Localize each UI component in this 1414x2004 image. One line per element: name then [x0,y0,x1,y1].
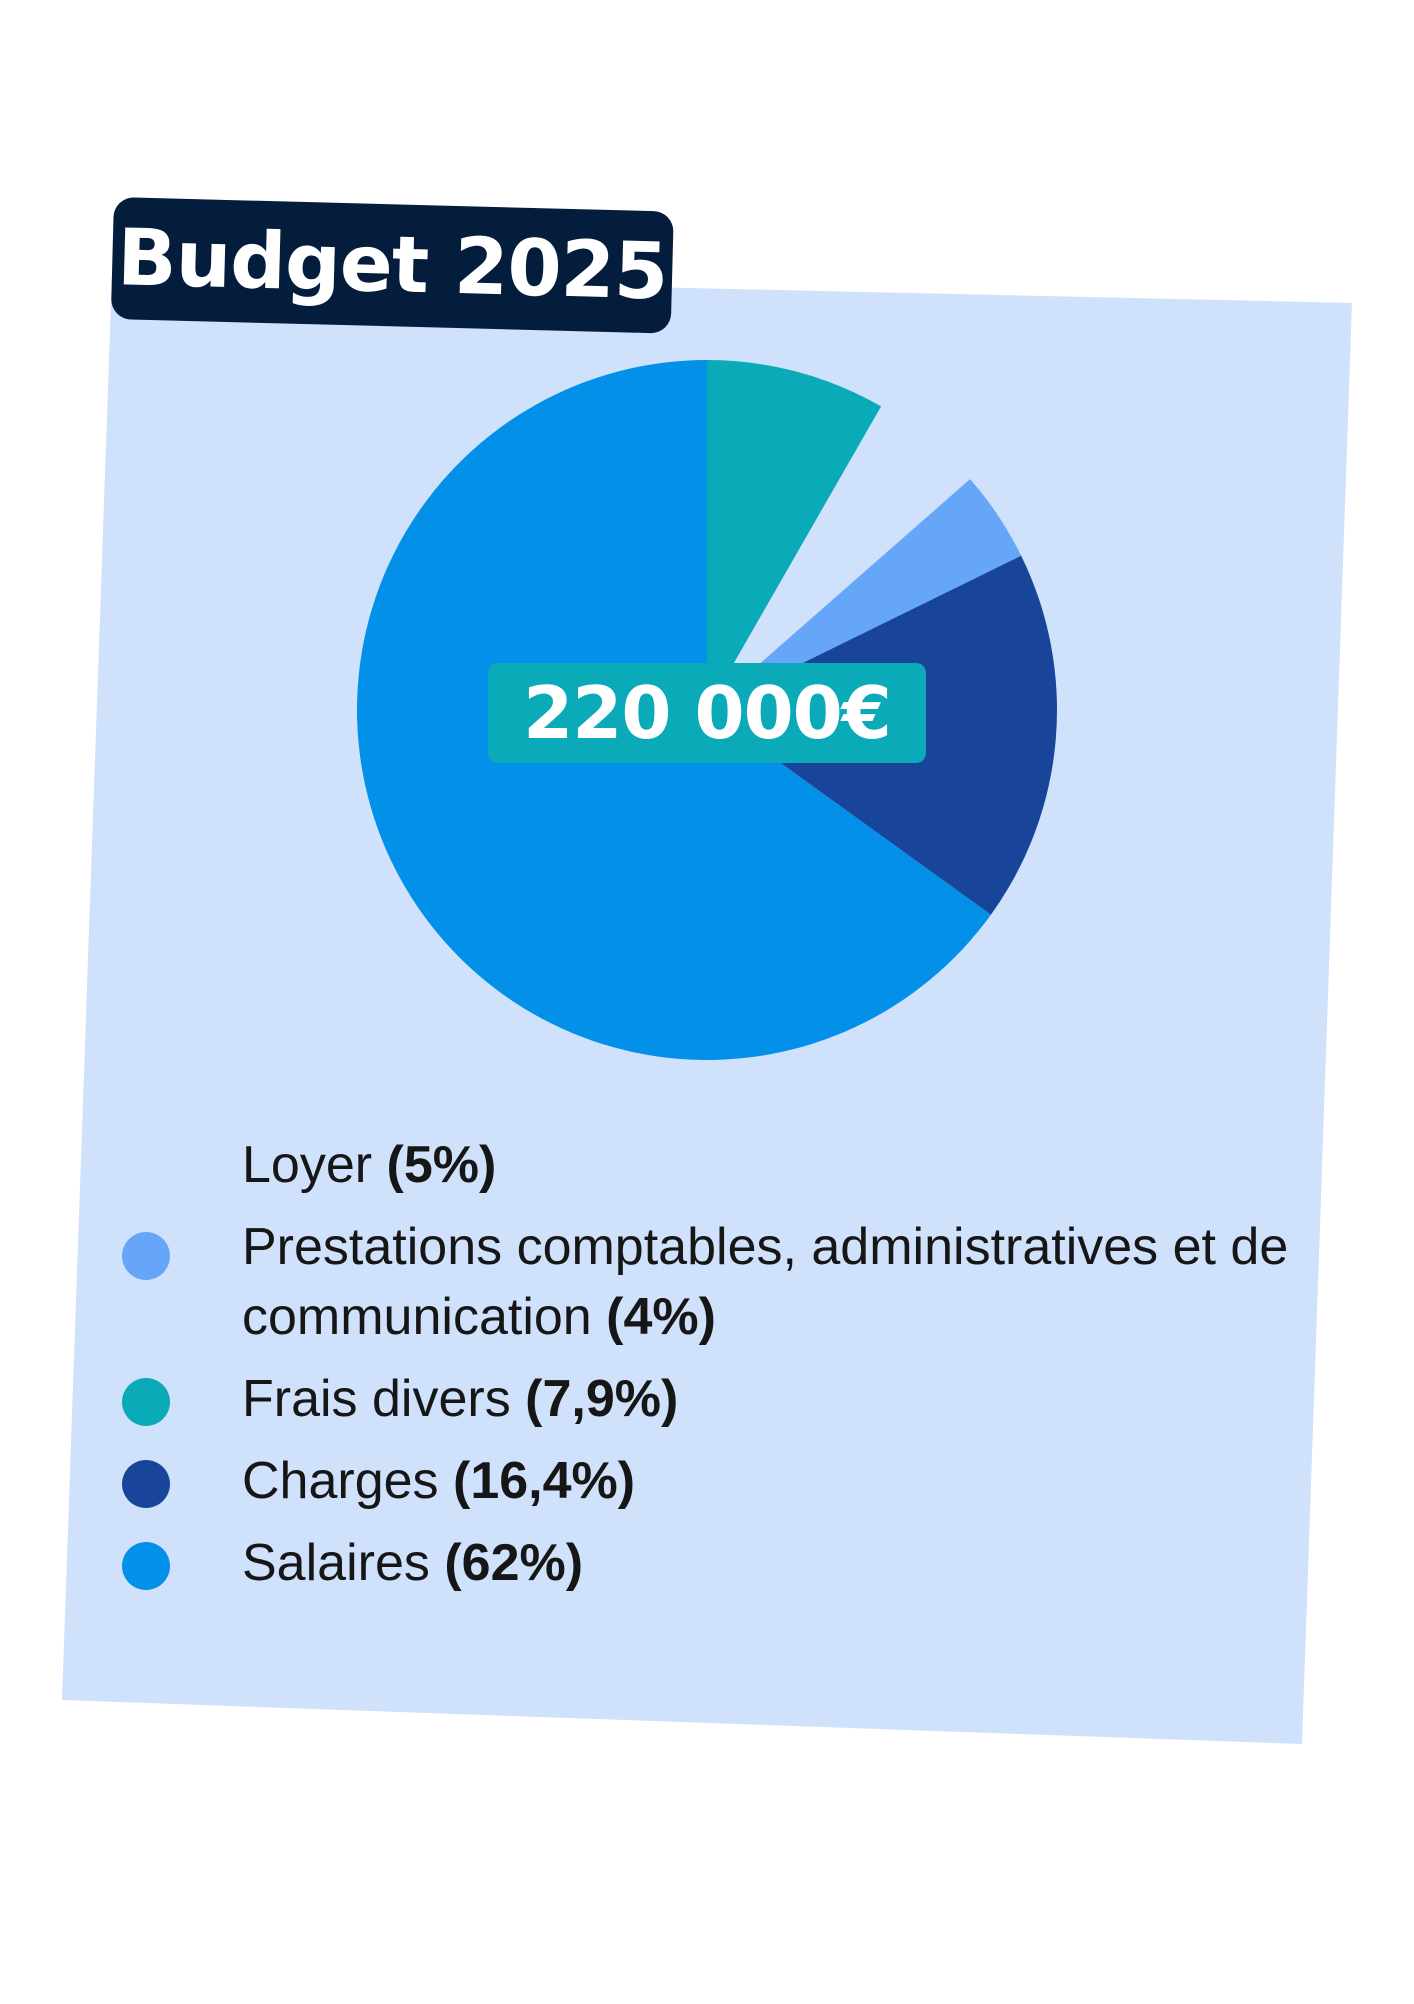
legend-dot-charges [122,1460,170,1508]
pie-slice-0 [707,360,882,710]
legend-percent-prestations: (4%) [606,1288,716,1346]
legend-percent-loyer: (5%) [386,1136,497,1194]
legend-label-prestations: Prestations comptables, administratives … [242,1218,1289,1346]
total-badge: 220 000€ [488,663,926,763]
legend-dot-prestations [122,1232,170,1280]
chart-title: Budget 2025 [116,213,669,318]
legend-item-salaires: Salaires (62%) [110,1528,1330,1598]
legend-item-prestations: Prestations comptables, administratives … [110,1212,1330,1352]
legend-percent-frais-divers: (7,9%) [525,1370,679,1428]
legend-item-loyer: Loyer (5%) [110,1128,1330,1200]
legend-label-frais-divers: Frais divers [242,1370,511,1428]
legend-label-charges: Charges [242,1452,439,1510]
legend: Loyer (5%) Prestations comptables, admin… [110,1128,1330,1610]
total-amount: 220 000€ [523,671,892,755]
legend-item-frais-divers: Frais divers (7,9%) [110,1364,1330,1434]
legend-item-charges: Charges (16,4%) [110,1446,1330,1516]
title-tag: Budget 2025 [110,197,674,334]
legend-label-loyer: Loyer [242,1136,373,1194]
pie-slice-2 [707,479,1022,710]
legend-label-salaires: Salaires [242,1534,430,1592]
legend-dot-frais-divers [122,1378,170,1426]
legend-dot-salaires [122,1542,170,1590]
legend-percent-charges: (16,4%) [453,1452,636,1510]
legend-dot-loyer [122,1128,170,1176]
legend-percent-salaires: (62%) [444,1534,584,1592]
pie-slice-1 [707,406,971,710]
